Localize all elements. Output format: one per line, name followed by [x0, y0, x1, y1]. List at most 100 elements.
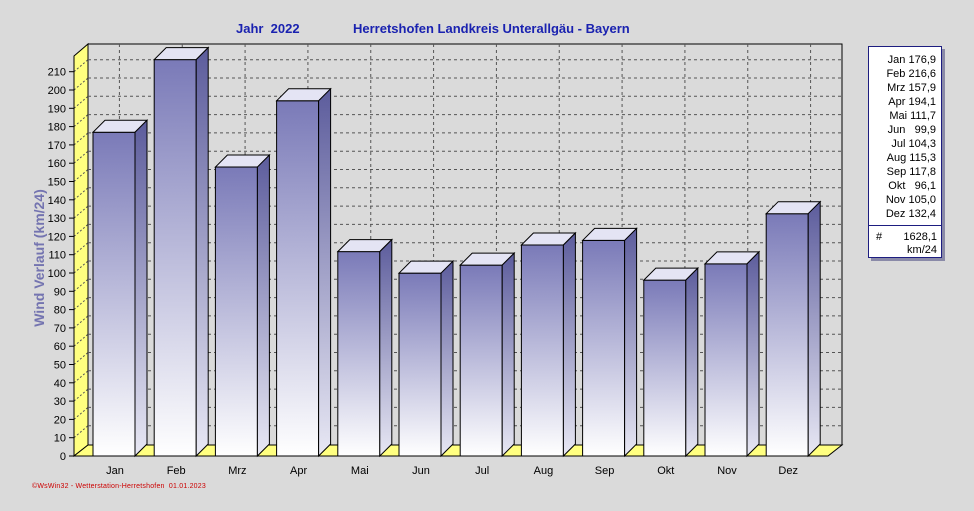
- bar-front: [398, 272, 442, 457]
- x-tick-label: Mrz: [228, 465, 246, 477]
- x-tick-label: Sep: [595, 465, 615, 477]
- grid-line-side: [73, 95, 89, 109]
- y-tick-label: 60: [54, 341, 66, 353]
- bar-front: [704, 263, 748, 457]
- grid-line-side: [73, 187, 89, 201]
- bar-dez: [764, 200, 822, 458]
- y-tick-label: 170: [48, 140, 66, 152]
- bar-jul: [458, 251, 516, 458]
- bar-feb: [152, 46, 210, 458]
- y-tick-label: 30: [54, 396, 66, 408]
- grid-line-side: [73, 169, 89, 182]
- legend-entry: Mrz 157,9: [887, 82, 936, 94]
- grid-line-side: [73, 114, 89, 127]
- grid-line-side: [73, 205, 89, 219]
- y-tick-label: 10: [54, 433, 66, 445]
- y-tick-label: 80: [54, 305, 66, 317]
- bar-front: [153, 59, 197, 457]
- grid-line-side: [73, 333, 89, 347]
- y-tick-label: 180: [48, 122, 66, 134]
- x-tick-label: Jun: [412, 465, 430, 477]
- bar-front: [643, 279, 687, 457]
- x-tick-label: Dez: [778, 465, 798, 477]
- bar-sep: [581, 227, 638, 458]
- bar-front: [765, 213, 809, 457]
- bar-front: [337, 251, 381, 457]
- y-tick-label: 110: [48, 250, 66, 262]
- bar-side: [501, 251, 515, 458]
- bar-apr: [275, 87, 332, 458]
- legend-hash: #: [876, 231, 883, 243]
- grid-line-side: [73, 77, 89, 91]
- bar-side: [746, 250, 760, 458]
- bar-side: [562, 231, 576, 458]
- y-tick-label: 160: [48, 158, 66, 170]
- y-axis-label: Wind Verlauf (km/24): [31, 189, 47, 327]
- values-legend: Jan 176,9 Feb 216,6 Mrz 157,9 Apr 194,1 Mai …: [868, 46, 942, 258]
- y-tick-label: 130: [48, 213, 66, 225]
- x-tick-label: Jan: [106, 465, 124, 477]
- x-tick-label: Nov: [717, 465, 737, 477]
- legend-total: 1628,1: [903, 231, 937, 243]
- bar-front: [520, 244, 564, 457]
- legend-entry: Jun 99,9: [887, 124, 936, 136]
- grid-line-side: [73, 352, 89, 365]
- y-tick-label: 140: [48, 195, 66, 207]
- x-tick-label: Feb: [167, 465, 186, 477]
- y-tick-label: 90: [54, 286, 66, 298]
- legend-entry: Nov 105,0: [885, 194, 936, 206]
- legend-entry: Dez 132,4: [885, 208, 936, 220]
- bar-jan: [91, 119, 149, 458]
- bar-front: [582, 239, 626, 457]
- grid-line-side: [73, 260, 89, 274]
- y-tick-label: 200: [48, 85, 66, 97]
- bar-side: [379, 238, 393, 458]
- grid-line-side: [73, 224, 89, 237]
- plot-side-wall: [73, 42, 89, 458]
- bar-side: [624, 227, 638, 458]
- bar-aug: [520, 231, 577, 458]
- bar-side: [195, 46, 209, 458]
- bar-mai: [336, 238, 394, 458]
- bar-front: [92, 131, 136, 457]
- y-tick-label: 190: [48, 103, 66, 115]
- grid-line-side: [73, 59, 89, 73]
- grid-line-side: [73, 315, 89, 329]
- x-tick-label: Aug: [534, 465, 554, 477]
- x-tick-label: Okt: [657, 465, 674, 477]
- grid-line-side: [73, 297, 89, 310]
- grid-line-side: [73, 370, 89, 384]
- bar-front: [214, 166, 258, 457]
- x-tick-label: Mai: [351, 465, 369, 477]
- legend-entry: Jan 176,9: [887, 54, 936, 66]
- bar-okt: [642, 266, 700, 458]
- y-tick-label: 20: [54, 414, 66, 426]
- bar-side: [685, 266, 699, 458]
- x-tick-label: Apr: [290, 465, 307, 477]
- legend-entry: Okt 96,1: [888, 180, 936, 192]
- bar-side: [318, 87, 332, 458]
- y-tick-label: 150: [48, 177, 66, 189]
- bar-nov: [703, 250, 761, 458]
- legend-entry: Sep 117,8: [886, 166, 936, 178]
- y-tick-label: 120: [48, 231, 66, 243]
- y-tick-label: 100: [48, 268, 66, 280]
- bar-mrz: [214, 153, 271, 458]
- legend-entry: Mai 111,7: [889, 110, 936, 122]
- grid-line-side: [73, 150, 89, 164]
- bar-front: [459, 264, 503, 457]
- chart-location-title: Herretshofen Landkreis Unterallgäu - Bay…: [353, 21, 630, 36]
- grid-line-side: [73, 242, 89, 256]
- y-tick-label: 210: [48, 67, 66, 79]
- grid-line-side: [73, 388, 89, 402]
- x-tick-label: Jul: [475, 465, 489, 477]
- bar-side: [134, 119, 148, 458]
- bar-side: [807, 200, 821, 458]
- grid-line-side: [73, 425, 89, 439]
- legend-unit: km/24: [907, 244, 937, 256]
- grid-line-side: [73, 132, 89, 146]
- y-tick-label: 70: [54, 323, 66, 335]
- bar-front: [276, 100, 320, 457]
